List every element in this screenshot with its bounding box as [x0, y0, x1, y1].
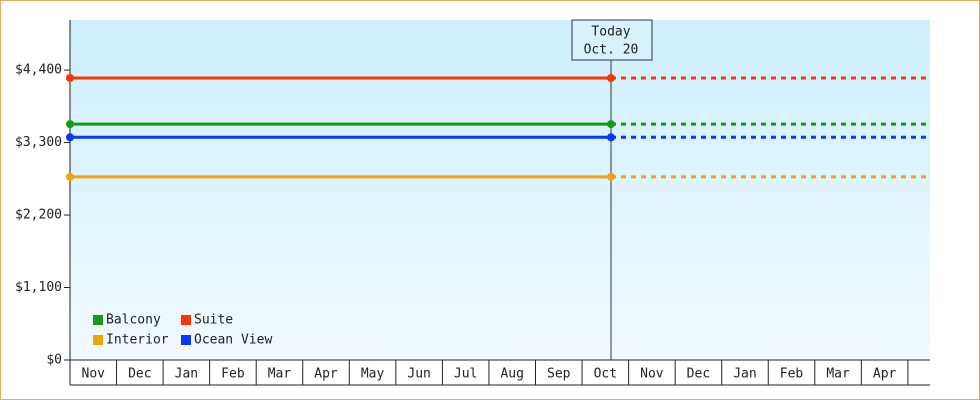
y-tick-label: $0 [46, 353, 62, 368]
legend-label: Interior [106, 333, 169, 348]
x-tick-label: Sep [547, 367, 571, 382]
legend-swatch [93, 315, 103, 325]
x-tick-label: Dec [687, 367, 710, 382]
legend-swatch [181, 315, 191, 325]
x-tick-label: Dec [128, 367, 151, 382]
legend-label: Ocean View [194, 333, 272, 348]
x-tick-label: Mar [268, 367, 292, 382]
today-date: Oct. 20 [584, 43, 639, 58]
y-tick-label: $4,400 [15, 63, 62, 78]
x-tick-label: Jun [407, 367, 430, 382]
point [66, 172, 74, 181]
x-tick-label: Nov [640, 367, 664, 382]
x-tick-label: Jul [454, 367, 477, 382]
point [607, 133, 615, 142]
point [66, 73, 74, 82]
point [66, 120, 74, 129]
x-tick-label: May [361, 367, 385, 382]
x-tick-label: Apr [873, 367, 897, 382]
x-tick-label: Aug [500, 367, 523, 382]
x-tick-label: Apr [314, 367, 338, 382]
x-tick-label: Mar [826, 367, 850, 382]
legend-swatch [181, 335, 191, 345]
y-tick-label: $2,200 [15, 208, 62, 223]
point [607, 172, 615, 181]
x-tick-label: Nov [82, 367, 106, 382]
point [607, 120, 615, 129]
point [607, 73, 615, 82]
x-tick-label: Oct [594, 367, 617, 382]
today-box [571, 19, 653, 61]
plot-area [70, 20, 930, 360]
today-label: Today [591, 25, 630, 40]
point [66, 133, 74, 142]
legend-swatch [93, 335, 103, 345]
legend-label: Suite [194, 313, 233, 328]
y-tick-label: $1,100 [15, 280, 62, 295]
x-tick-label: Jan [733, 367, 756, 382]
legend-label: Balcony [106, 313, 161, 328]
x-tick-label: Feb [221, 367, 245, 382]
y-tick-label: $3,300 [15, 135, 62, 150]
x-tick-label: Feb [780, 367, 804, 382]
x-tick-label: Jan [175, 367, 198, 382]
